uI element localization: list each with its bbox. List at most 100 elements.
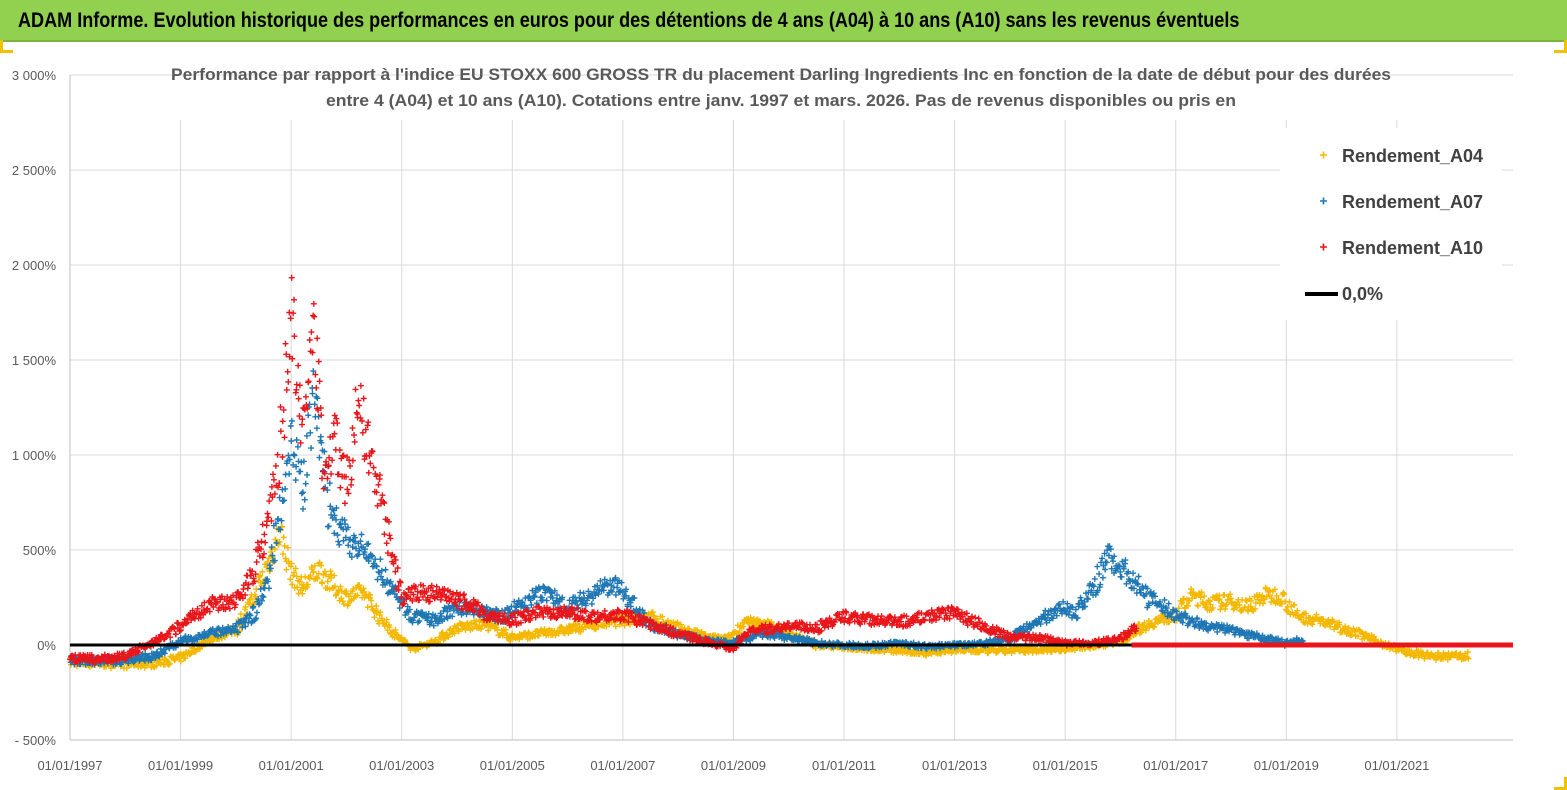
data-point — [266, 585, 272, 592]
data-point — [319, 475, 325, 482]
data-point — [1163, 605, 1170, 612]
data-point — [305, 378, 312, 385]
data-point — [331, 512, 338, 519]
x-tick-label: 01/01/1999 — [148, 758, 213, 773]
data-point — [286, 456, 293, 463]
data-point — [287, 423, 294, 429]
data-point — [265, 555, 272, 561]
data-point — [527, 615, 534, 622]
data-point — [415, 646, 422, 653]
legend-box — [1280, 128, 1502, 320]
data-point — [531, 593, 538, 600]
data-point — [331, 412, 338, 419]
data-point — [759, 634, 766, 640]
data-point — [257, 586, 264, 593]
data-point — [357, 538, 364, 545]
data-point — [444, 608, 451, 615]
data-point — [277, 526, 284, 533]
data-point — [259, 592, 266, 599]
data-point — [380, 498, 387, 505]
data-point — [425, 610, 432, 617]
data-point — [299, 590, 306, 597]
data-point — [336, 541, 343, 548]
data-point — [253, 615, 260, 622]
data-point — [324, 578, 331, 585]
data-point — [379, 492, 386, 499]
data-point — [550, 605, 557, 612]
data-point — [201, 599, 208, 606]
data-point — [293, 386, 300, 393]
data-point — [259, 554, 266, 561]
data-point — [346, 550, 353, 557]
data-point — [311, 313, 318, 320]
data-point — [319, 580, 326, 587]
data-point — [1355, 633, 1361, 640]
data-point — [377, 609, 384, 616]
data-point — [1078, 597, 1085, 604]
data-point — [771, 635, 778, 641]
data-point — [426, 598, 433, 605]
data-point — [659, 613, 666, 620]
data-point — [393, 631, 400, 638]
data-point — [594, 582, 601, 589]
data-point — [1044, 633, 1051, 640]
data-point — [187, 651, 194, 657]
data-point — [862, 616, 869, 623]
data-point — [1107, 546, 1114, 553]
data-point — [1233, 604, 1240, 611]
data-point — [248, 572, 254, 579]
data-point — [1143, 591, 1150, 598]
data-point — [609, 588, 615, 595]
data-point — [345, 524, 351, 531]
data-point — [300, 458, 307, 465]
corner-mark — [1554, 777, 1567, 790]
data-point — [1094, 587, 1101, 594]
data-point — [574, 621, 581, 628]
data-point — [1188, 586, 1195, 592]
data-point — [1248, 597, 1254, 604]
data-point — [459, 606, 466, 613]
x-tick-label: 01/01/2019 — [1254, 758, 1319, 773]
data-point — [359, 418, 365, 424]
data-point — [1049, 615, 1056, 622]
data-point — [460, 609, 467, 616]
data-point — [524, 608, 531, 615]
data-point — [1200, 600, 1207, 607]
data-point — [373, 603, 380, 609]
data-point — [1247, 603, 1254, 610]
data-point — [1145, 618, 1152, 624]
data-point — [382, 566, 389, 573]
data-point — [636, 611, 643, 618]
data-point — [1278, 600, 1285, 607]
data-point — [398, 594, 405, 600]
data-point — [1120, 565, 1127, 572]
data-point — [205, 631, 212, 638]
data-point — [1069, 604, 1076, 611]
data-point — [1330, 618, 1337, 625]
y-tick-label: 1 000% — [12, 448, 57, 463]
data-point — [268, 483, 275, 490]
data-point — [254, 609, 260, 616]
data-point — [322, 568, 328, 575]
data-point — [1216, 596, 1223, 602]
data-point — [270, 471, 276, 478]
data-point — [291, 333, 298, 340]
data-point — [1263, 593, 1270, 600]
data-point — [307, 572, 314, 579]
data-point — [1349, 631, 1355, 638]
data-point — [485, 627, 492, 634]
data-point — [277, 428, 284, 435]
legend-label: 0,0% — [1342, 284, 1383, 304]
data-point — [502, 626, 509, 633]
data-point — [474, 602, 480, 609]
data-point — [613, 615, 620, 622]
data-point — [249, 568, 256, 575]
data-point — [1100, 562, 1107, 569]
corner-mark — [1554, 40, 1567, 53]
data-point — [153, 662, 160, 669]
data-point — [369, 552, 376, 559]
data-point — [314, 335, 321, 342]
data-point — [406, 585, 412, 592]
data-point — [972, 614, 979, 621]
